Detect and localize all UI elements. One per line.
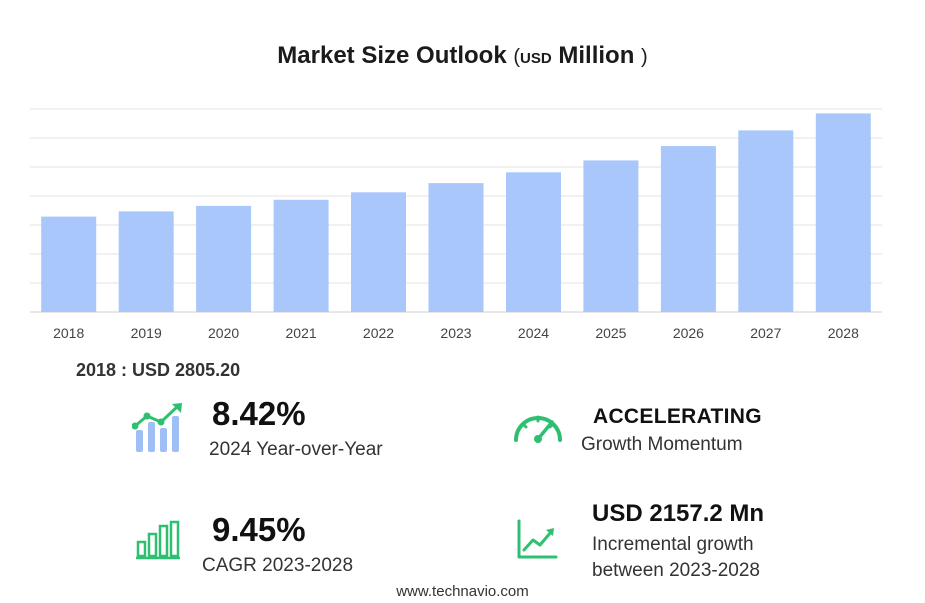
bar-2020 (196, 205, 252, 312)
bar-chart: 2018 2019 2020 2021 2022 2023 2024 2025 2026 2027… (30, 108, 882, 341)
speedometer-icon (514, 415, 562, 443)
x-tick-label-2025: 2025 (595, 325, 626, 341)
growth-chart-icon (132, 403, 182, 452)
bar-chart-icon (136, 520, 180, 560)
x-tick-label-2027: 2027 (750, 325, 781, 341)
source-footer: www.technavio.com (396, 583, 529, 600)
bar-2023 (428, 183, 484, 312)
bar-2021 (273, 199, 329, 312)
yoy-value: 8.42% (212, 395, 306, 432)
x-tick-label-2021: 2021 (286, 325, 317, 341)
bar-2024 (506, 172, 561, 312)
bar-2028 (815, 113, 871, 313)
trend-line-icon (517, 519, 558, 559)
unit-prefix: USD (520, 50, 552, 67)
x-tick-label-2018: 2018 (53, 325, 84, 341)
incremental-caption-line2: between 2023-2028 (592, 560, 760, 581)
bar-2018 (41, 216, 97, 312)
x-tick-label-2024: 2024 (518, 325, 549, 341)
unit-close-paren: ) (641, 46, 648, 68)
unit-word: Million (558, 42, 635, 69)
x-tick-label-2028: 2028 (828, 325, 859, 341)
incremental-caption-line1: Incremental growth (592, 534, 754, 555)
chart-title-text: Market Size Outlook (277, 42, 507, 69)
yoy-caption: 2024 Year-over-Year (209, 439, 383, 460)
cagr-value: 9.45% (212, 511, 306, 548)
momentum-caption: Growth Momentum (581, 434, 743, 455)
bar-2026 (660, 146, 716, 312)
bar-2019 (118, 211, 174, 312)
base-year-value: 2018 : USD 2805.20 (76, 360, 241, 380)
x-tick-label-2026: 2026 (673, 325, 704, 341)
chart-title: Market Size Outlook (USD Million ) (0, 42, 925, 70)
x-tick-label-2023: 2023 (440, 325, 471, 341)
bar-2022 (351, 192, 406, 312)
x-tick-label-2020: 2020 (208, 325, 239, 341)
bar-2025 (583, 160, 639, 312)
x-tick-label-2022: 2022 (363, 325, 394, 341)
x-tick-label-2019: 2019 (131, 325, 162, 341)
momentum-value: ACCELERATING (593, 405, 762, 428)
bar-2027 (738, 130, 794, 312)
incremental-value: USD 2157.2 Mn (592, 500, 765, 527)
unit-open-paren: ( (513, 46, 521, 68)
cagr-caption: CAGR 2023-2028 (202, 555, 354, 576)
